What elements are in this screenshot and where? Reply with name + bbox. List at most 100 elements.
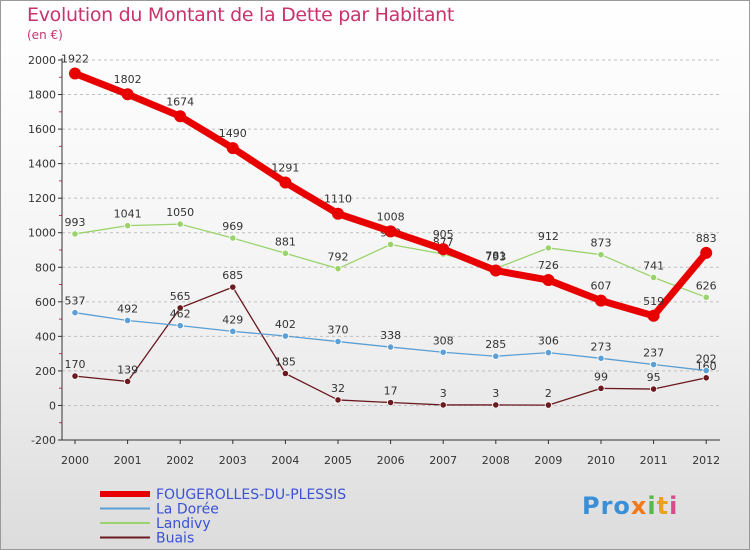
chart-subtitle: (en €) [27,28,63,42]
data-point [229,327,237,335]
data-point [124,222,132,230]
data-label: 912 [538,230,559,243]
data-label: 308 [433,334,454,347]
data-point [544,348,553,357]
data-point [544,244,553,252]
data-point [492,401,500,409]
x-tick-label: 2005 [324,454,352,467]
data-label: 170 [65,358,86,371]
data-point [281,249,289,257]
data-point [439,348,447,356]
data-label: 519 [643,295,664,308]
data-point [702,293,710,301]
data-point [649,360,658,369]
series-fougerolles-du-plessis: 1922 1802 1674 1490 1291 1110 1008 905 781 726 607… [61,52,717,322]
y-tick-label: 1800 [28,89,56,102]
data-point [334,337,342,346]
data-label: 285 [485,338,506,351]
logo-part: Pro [582,492,631,520]
data-point [595,294,607,307]
data-label: 1291 [271,161,299,174]
x-tick-label: 2003 [219,454,247,467]
y-tick-label: 200 [35,365,56,378]
legend-label: Buais [156,531,194,547]
data-label: 626 [696,279,717,292]
data-label: 1041 [114,208,142,221]
y-tick-label: 400 [35,330,56,343]
data-point [386,240,395,249]
data-point [649,385,658,393]
x-tick-label: 2012 [692,454,720,467]
data-point [332,207,344,220]
data-label: 1110 [324,193,352,206]
data-label: 370 [328,324,349,337]
data-label: 429 [222,313,243,326]
x-tick-label: 2010 [587,454,615,467]
data-point [281,369,289,378]
data-point [437,243,450,256]
data-label: 741 [643,259,664,272]
data-label: 3 [440,387,447,400]
data-point [176,322,184,330]
data-label: 1674 [166,95,194,108]
y-tick-label: 1600 [28,123,56,136]
logo-part: i [669,492,679,520]
data-point [226,142,239,155]
data-label: 1922 [61,52,89,65]
logo-part: i [647,492,657,520]
y-tick-label: -200 [31,434,56,447]
data-label: 462 [170,308,191,321]
data-point [279,176,292,189]
x-tick-label: 2009 [534,454,562,467]
data-label: 402 [275,318,296,331]
data-point [334,396,342,404]
data-label: 685 [222,269,243,282]
y-tick-label: 800 [35,261,56,274]
data-label: 306 [538,335,559,348]
data-label: 881 [275,235,296,248]
x-tick-label: 2006 [377,454,405,467]
data-point [121,88,134,101]
y-tick-label: 1000 [28,227,56,240]
data-label: 607 [591,280,612,293]
data-label: 202 [696,353,717,366]
data-label: 95 [647,371,661,384]
data-label: 905 [433,228,454,241]
data-label: 993 [65,216,86,229]
data-label: 3 [492,387,499,400]
data-point [71,309,79,317]
data-point [492,352,500,360]
x-tick-label: 2000 [61,454,89,467]
legend-label: FOUGEROLLES-DU-PLESSIS [156,487,346,503]
logo-part: x [630,492,648,520]
data-label: 1050 [166,206,194,219]
data-point [229,283,237,291]
data-label: 338 [380,329,401,342]
data-label: 185 [275,356,296,369]
data-point [700,246,713,259]
x-tick-label: 2001 [114,454,142,467]
data-label: 32 [331,382,345,395]
data-label: 492 [117,302,138,315]
data-label: 565 [170,290,191,303]
data-point [71,230,79,238]
legend-label: La Dorée [156,502,219,518]
data-point [702,366,710,375]
legend-label: Landivy [156,516,211,532]
data-point [597,384,605,392]
data-point [69,67,81,80]
data-label: 17 [384,385,398,398]
data-label: 537 [65,295,86,308]
data-point [386,343,395,351]
data-label: 2 [545,387,552,400]
y-tick-label: 1400 [28,158,56,171]
data-point [544,401,553,409]
data-point [124,316,132,325]
series-la-dor-e: 537 492 462 429 402 370 338 308 285 306 273 237 202 [65,295,717,375]
data-point [542,274,555,287]
data-label: 1490 [219,127,247,140]
data-point [174,110,187,123]
data-point [176,304,184,312]
chart-title: Evolution du Montant de la Dette par Hab… [27,4,455,26]
data-label: 883 [696,232,717,245]
